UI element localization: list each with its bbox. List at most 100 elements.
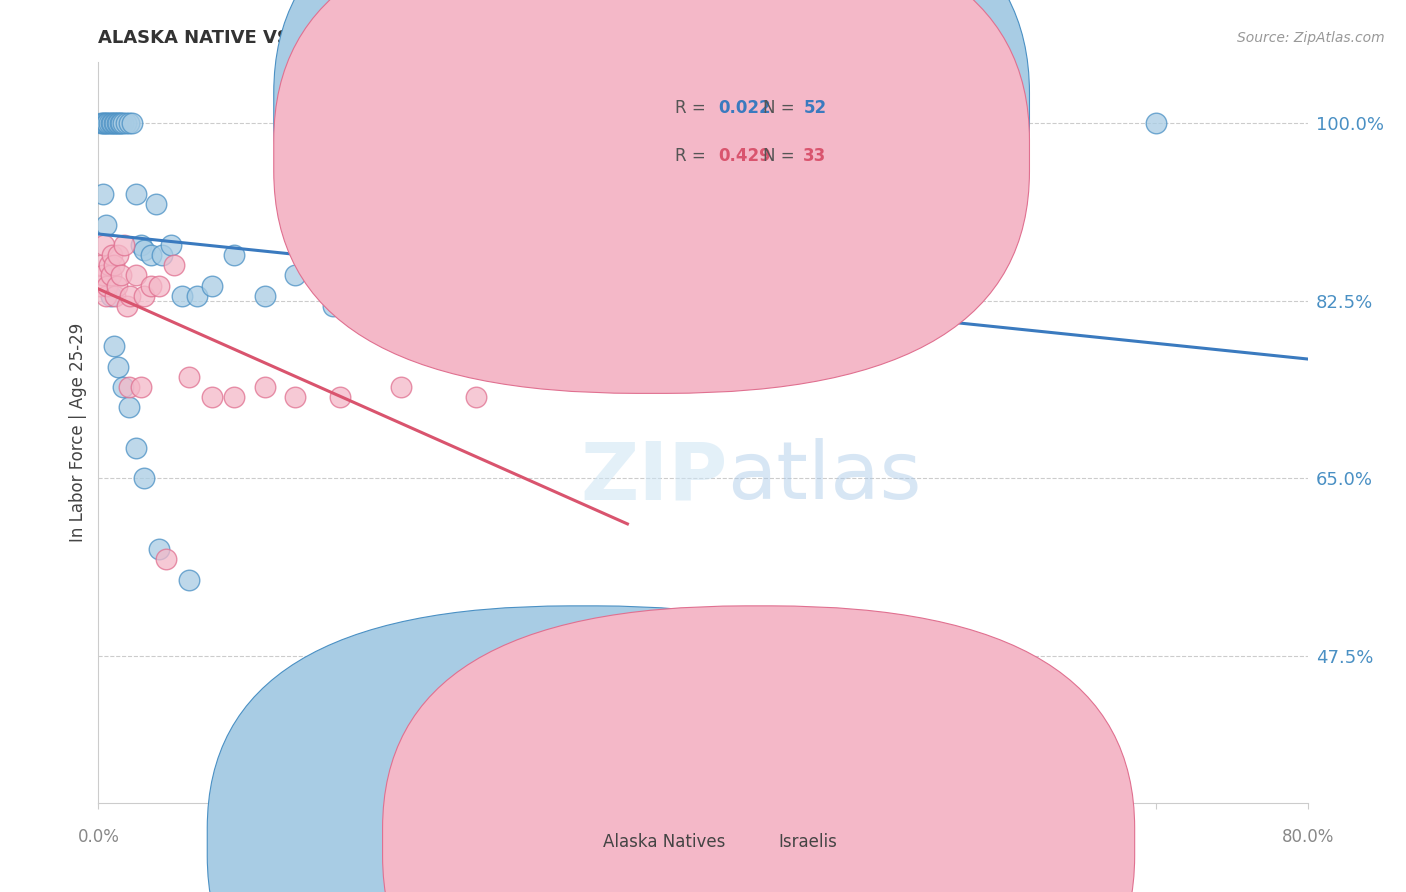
Point [1144, 116, 1167, 130]
Text: Source: ZipAtlas.com: Source: ZipAtlas.com [1237, 31, 1385, 45]
Point [132, 289, 155, 303]
Point [104, 289, 127, 303]
Text: N =: N = [763, 99, 800, 118]
Point [118, 116, 141, 130]
Point [322, 299, 344, 313]
Point [125, 268, 148, 283]
Point [115, 299, 138, 313]
Point [526, 350, 548, 364]
Text: ALASKA NATIVE VS ISRAELI IN LABOR FORCE | AGE 25-29 CORRELATION CHART: ALASKA NATIVE VS ISRAELI IN LABOR FORCE … [98, 29, 894, 47]
Point [329, 390, 352, 404]
Point [105, 278, 128, 293]
Point [125, 441, 148, 455]
Point [389, 380, 412, 394]
Point [107, 359, 129, 374]
Point [108, 116, 131, 130]
Point [224, 248, 246, 262]
Point [148, 278, 170, 293]
Point [89, 278, 111, 293]
Point [93, 238, 115, 252]
Text: R =: R = [675, 99, 711, 118]
Point [253, 380, 276, 394]
Point [91, 268, 114, 283]
Point [98, 258, 121, 272]
Point [94, 116, 117, 130]
Point [98, 116, 121, 130]
Text: atlas: atlas [727, 438, 921, 516]
Point [101, 116, 124, 130]
Point [96, 278, 118, 293]
Point [224, 390, 246, 404]
FancyBboxPatch shape [274, 0, 1029, 346]
Point [91, 187, 114, 202]
Point [253, 289, 276, 303]
Point [163, 258, 186, 272]
Point [121, 116, 143, 130]
Point [465, 390, 488, 404]
Point [186, 289, 208, 303]
Point [465, 319, 488, 334]
Point [132, 243, 155, 257]
Point [118, 401, 141, 415]
FancyBboxPatch shape [382, 606, 1135, 892]
Point [118, 380, 141, 394]
Point [141, 278, 163, 293]
Point [155, 552, 177, 566]
Point [284, 268, 307, 283]
Point [110, 116, 132, 130]
Point [100, 116, 122, 130]
Point [405, 299, 427, 313]
Point [129, 238, 152, 252]
Point [737, 289, 759, 303]
Point [586, 359, 609, 374]
Point [105, 116, 128, 130]
Point [112, 238, 135, 252]
Point [170, 289, 193, 303]
Point [179, 369, 201, 384]
Point [103, 258, 125, 272]
FancyBboxPatch shape [624, 78, 860, 185]
Text: 52: 52 [803, 99, 827, 118]
Point [100, 268, 122, 283]
Point [107, 116, 129, 130]
Point [90, 116, 112, 130]
Point [132, 471, 155, 485]
Text: N =: N = [763, 146, 800, 165]
Point [360, 278, 382, 293]
Point [94, 289, 117, 303]
Point [661, 369, 683, 384]
Text: 0.0%: 0.0% [77, 828, 120, 847]
Text: 0.429: 0.429 [718, 146, 772, 165]
Text: 80.0%: 80.0% [1281, 828, 1334, 847]
Point [103, 116, 125, 130]
Point [129, 380, 152, 394]
Point [201, 278, 224, 293]
Text: R =: R = [675, 146, 711, 165]
Point [120, 289, 142, 303]
Point [148, 542, 170, 557]
Point [114, 116, 136, 130]
Point [111, 116, 134, 130]
Point [103, 339, 125, 353]
Point [145, 197, 167, 211]
Point [110, 268, 132, 283]
Text: Israelis: Israelis [778, 833, 837, 851]
Point [201, 390, 224, 404]
Point [160, 238, 183, 252]
Text: 33: 33 [803, 146, 827, 165]
Y-axis label: In Labor Force | Age 25-29: In Labor Force | Age 25-29 [69, 323, 87, 542]
Point [107, 248, 129, 262]
Point [101, 248, 124, 262]
Point [94, 218, 117, 232]
Point [90, 258, 112, 272]
Point [141, 248, 163, 262]
Point [111, 380, 134, 394]
Point [104, 116, 127, 130]
Point [150, 248, 173, 262]
Point [96, 116, 118, 130]
Point [93, 116, 115, 130]
Text: ZIP: ZIP [579, 438, 727, 516]
Point [125, 187, 148, 202]
Point [179, 573, 201, 587]
FancyBboxPatch shape [207, 606, 959, 892]
